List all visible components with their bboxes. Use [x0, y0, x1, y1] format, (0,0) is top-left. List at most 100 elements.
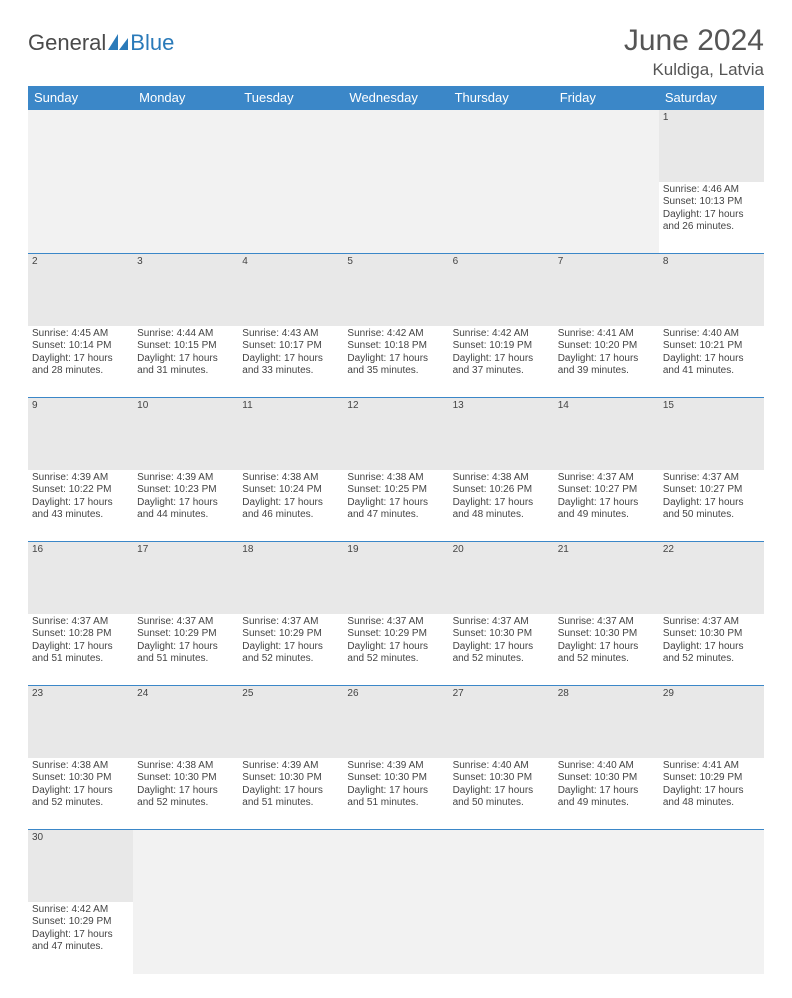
sunset-text: Sunset: 10:17 PM [242, 340, 339, 353]
sunrise-text: Sunrise: 4:41 AM [558, 328, 655, 341]
empty-cell [659, 902, 764, 974]
sunset-text: Sunset: 10:27 PM [663, 484, 760, 497]
daylight-text: Daylight: 17 hours [347, 785, 444, 798]
day-number: 10 [133, 398, 238, 470]
sunrise-text: Sunrise: 4:38 AM [453, 472, 550, 485]
empty-cell [28, 182, 133, 254]
sunrise-text: Sunrise: 4:37 AM [663, 472, 760, 485]
daylight-text: Daylight: 17 hours [242, 353, 339, 366]
sunset-text: Sunset: 10:30 PM [558, 628, 655, 641]
day-cell: Sunrise: 4:39 AMSunset: 10:30 PMDaylight… [343, 758, 448, 830]
empty-cell [449, 902, 554, 974]
daylight-text: and 43 minutes. [32, 509, 129, 522]
day-cell: Sunrise: 4:43 AMSunset: 10:17 PMDaylight… [238, 326, 343, 398]
day-number: 17 [133, 542, 238, 614]
day-number: 11 [238, 398, 343, 470]
daylight-text: and 31 minutes. [137, 365, 234, 378]
day-cell: Sunrise: 4:38 AMSunset: 10:30 PMDaylight… [133, 758, 238, 830]
day-number [238, 830, 343, 902]
daylight-text: and 41 minutes. [663, 365, 760, 378]
empty-cell [133, 902, 238, 974]
sunset-text: Sunset: 10:23 PM [137, 484, 234, 497]
day-number: 8 [659, 254, 764, 326]
day-cell: Sunrise: 4:40 AMSunset: 10:21 PMDaylight… [659, 326, 764, 398]
sunrise-text: Sunrise: 4:37 AM [32, 616, 129, 629]
day-number: 16 [28, 542, 133, 614]
sunset-text: Sunset: 10:14 PM [32, 340, 129, 353]
sunrise-text: Sunrise: 4:39 AM [137, 472, 234, 485]
daylight-text: and 52 minutes. [242, 653, 339, 666]
daylight-text: and 47 minutes. [347, 509, 444, 522]
day-cell: Sunrise: 4:38 AMSunset: 10:26 PMDaylight… [449, 470, 554, 542]
day-cell: Sunrise: 4:41 AMSunset: 10:29 PMDaylight… [659, 758, 764, 830]
weekday-header: Sunday [28, 86, 133, 110]
empty-cell [554, 902, 659, 974]
daylight-text: and 48 minutes. [663, 797, 760, 810]
sunrise-text: Sunrise: 4:37 AM [137, 616, 234, 629]
daylight-text: and 51 minutes. [242, 797, 339, 810]
sunrise-text: Sunrise: 4:37 AM [242, 616, 339, 629]
day-cell: Sunrise: 4:40 AMSunset: 10:30 PMDaylight… [449, 758, 554, 830]
daylight-text: Daylight: 17 hours [347, 641, 444, 654]
day-cell: Sunrise: 4:37 AMSunset: 10:30 PMDaylight… [659, 614, 764, 686]
day-number [133, 830, 238, 902]
day-cell: Sunrise: 4:37 AMSunset: 10:27 PMDaylight… [659, 470, 764, 542]
day-number [449, 830, 554, 902]
daylight-text: and 47 minutes. [32, 941, 129, 954]
day-cell: Sunrise: 4:40 AMSunset: 10:30 PMDaylight… [554, 758, 659, 830]
day-number: 3 [133, 254, 238, 326]
daynum-row: 9101112131415 [28, 398, 764, 470]
sunrise-text: Sunrise: 4:38 AM [137, 760, 234, 773]
day-number: 27 [449, 686, 554, 758]
logo-text: General Blue [28, 30, 174, 56]
sunrise-text: Sunrise: 4:40 AM [453, 760, 550, 773]
day-number: 15 [659, 398, 764, 470]
sunrise-text: Sunrise: 4:37 AM [453, 616, 550, 629]
sunrise-text: Sunrise: 4:43 AM [242, 328, 339, 341]
day-cell: Sunrise: 4:42 AMSunset: 10:29 PMDaylight… [28, 902, 133, 974]
day-cell: Sunrise: 4:38 AMSunset: 10:30 PMDaylight… [28, 758, 133, 830]
day-number: 20 [449, 542, 554, 614]
calendar-body: 1Sunrise: 4:46 AMSunset: 10:13 PMDayligh… [28, 110, 764, 974]
daylight-text: and 50 minutes. [453, 797, 550, 810]
day-number [28, 110, 133, 182]
day-number: 28 [554, 686, 659, 758]
daylight-text: and 49 minutes. [558, 797, 655, 810]
daylight-text: and 37 minutes. [453, 365, 550, 378]
day-number: 22 [659, 542, 764, 614]
weekday-row: SundayMondayTuesdayWednesdayThursdayFrid… [28, 86, 764, 110]
sunrise-text: Sunrise: 4:42 AM [347, 328, 444, 341]
day-number: 30 [28, 830, 133, 902]
logo-word-2: Blue [130, 30, 174, 55]
detail-row: Sunrise: 4:38 AMSunset: 10:30 PMDaylight… [28, 758, 764, 830]
day-cell: Sunrise: 4:46 AMSunset: 10:13 PMDaylight… [659, 182, 764, 254]
sunset-text: Sunset: 10:13 PM [663, 196, 760, 209]
detail-row: Sunrise: 4:42 AMSunset: 10:29 PMDaylight… [28, 902, 764, 974]
calendar-table: SundayMondayTuesdayWednesdayThursdayFrid… [28, 86, 764, 974]
daylight-text: Daylight: 17 hours [558, 641, 655, 654]
logo-word-1: General [28, 30, 106, 55]
daylight-text: Daylight: 17 hours [453, 497, 550, 510]
daylight-text: Daylight: 17 hours [558, 785, 655, 798]
daylight-text: and 33 minutes. [242, 365, 339, 378]
day-number: 13 [449, 398, 554, 470]
sunrise-text: Sunrise: 4:38 AM [242, 472, 339, 485]
sunset-text: Sunset: 10:27 PM [558, 484, 655, 497]
sunrise-text: Sunrise: 4:42 AM [32, 904, 129, 917]
day-number: 7 [554, 254, 659, 326]
daynum-row: 2345678 [28, 254, 764, 326]
daylight-text: and 39 minutes. [558, 365, 655, 378]
title-block: June 2024 Kuldiga, Latvia [624, 24, 764, 80]
sunrise-text: Sunrise: 4:39 AM [347, 760, 444, 773]
day-cell: Sunrise: 4:42 AMSunset: 10:19 PMDaylight… [449, 326, 554, 398]
sunset-text: Sunset: 10:30 PM [453, 772, 550, 785]
daylight-text: Daylight: 17 hours [32, 785, 129, 798]
day-cell: Sunrise: 4:38 AMSunset: 10:25 PMDaylight… [343, 470, 448, 542]
daylight-text: Daylight: 17 hours [558, 497, 655, 510]
daylight-text: Daylight: 17 hours [663, 209, 760, 222]
daylight-text: Daylight: 17 hours [558, 353, 655, 366]
sunset-text: Sunset: 10:30 PM [558, 772, 655, 785]
daylight-text: and 52 minutes. [32, 797, 129, 810]
location: Kuldiga, Latvia [624, 60, 764, 80]
daylight-text: Daylight: 17 hours [242, 785, 339, 798]
